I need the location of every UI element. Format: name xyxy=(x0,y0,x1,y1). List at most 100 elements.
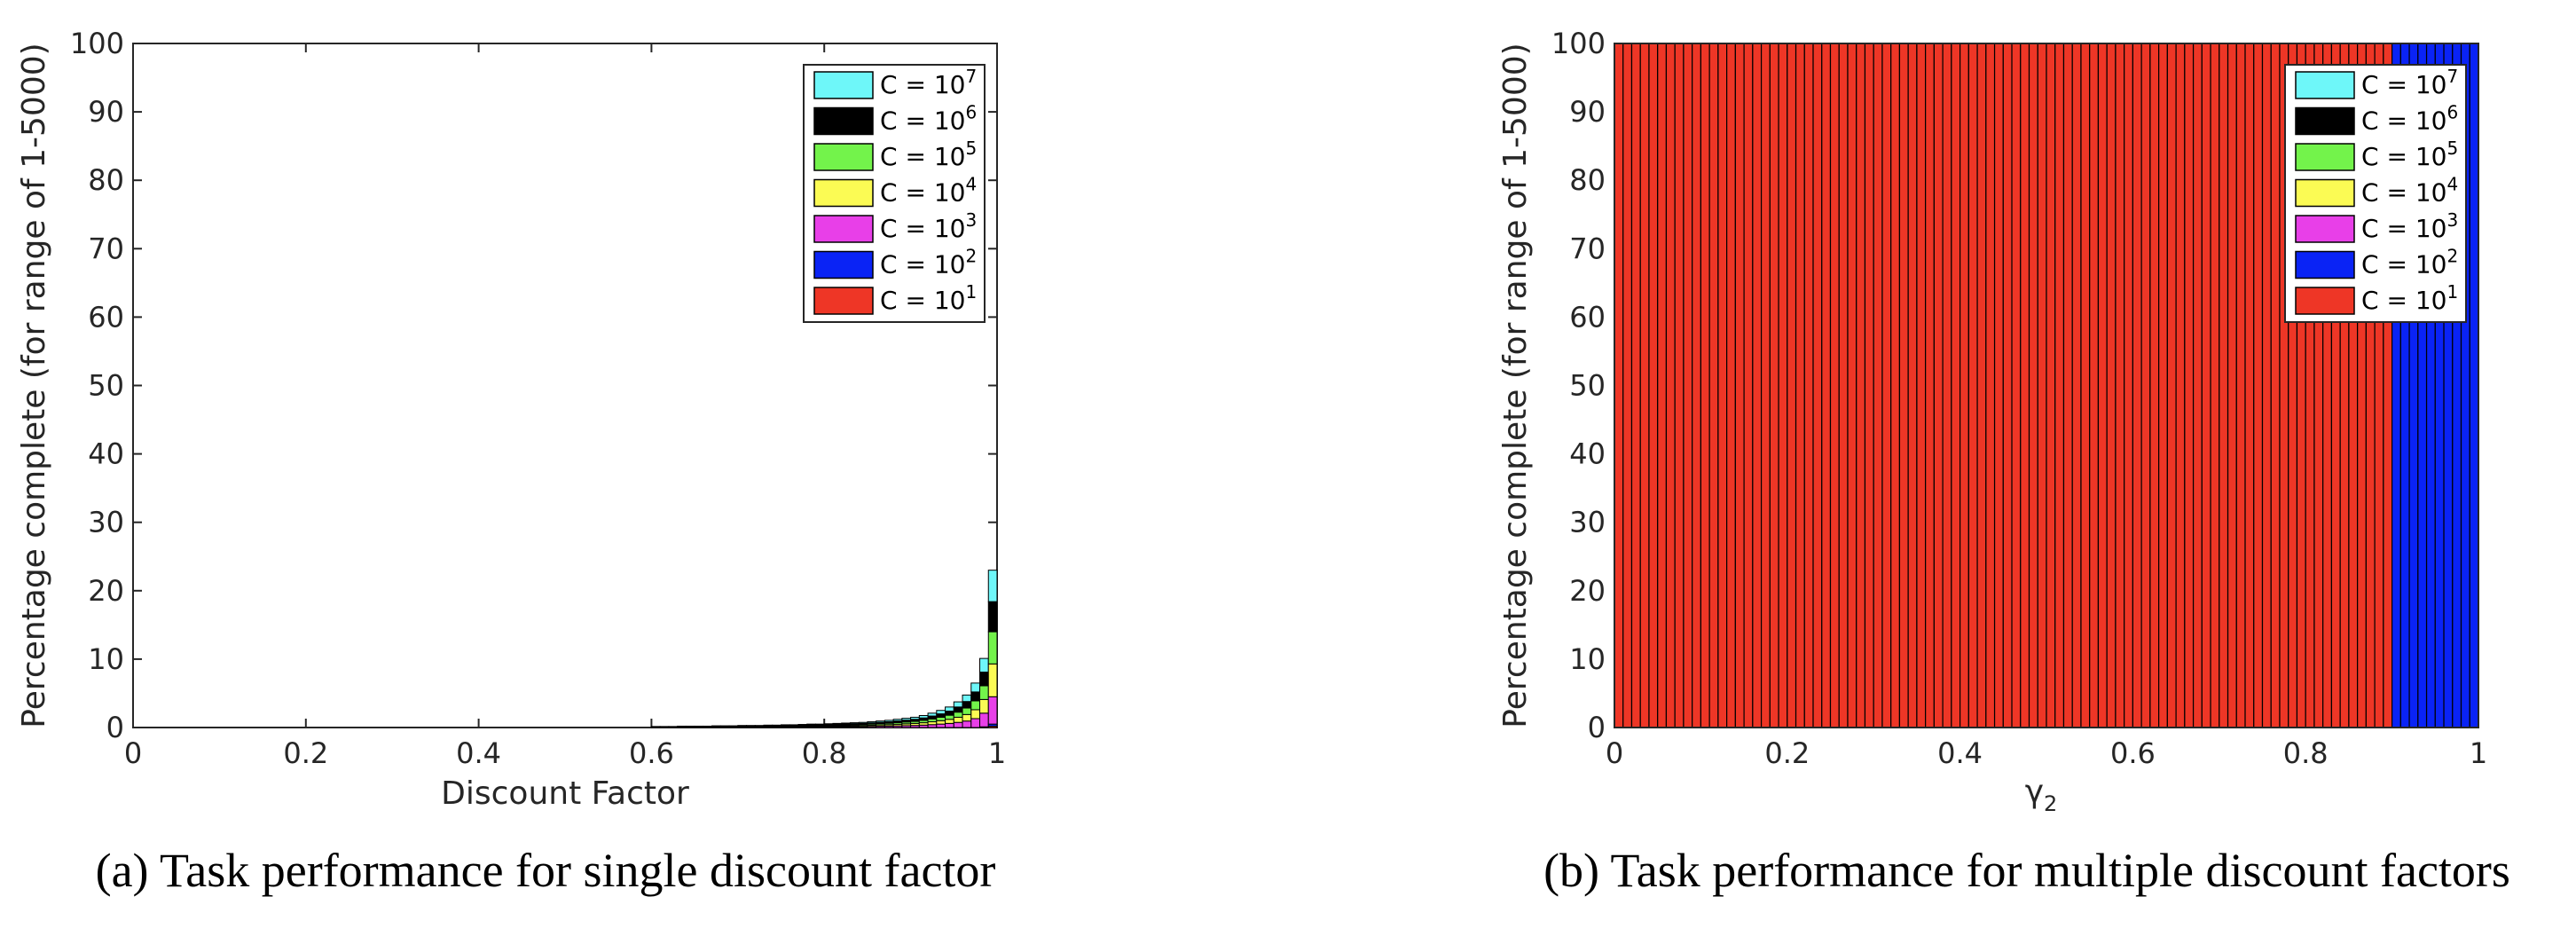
bar xyxy=(1639,43,1650,728)
bar xyxy=(2071,43,2082,728)
bar-segment xyxy=(970,700,981,711)
legend-swatch xyxy=(813,215,874,243)
legend-swatch xyxy=(2295,71,2355,99)
y-axis-label: Percentage complete (for range of 1-5000… xyxy=(16,43,52,728)
y-tick-label: 100 xyxy=(1551,27,1606,60)
x-tick-label: 0.4 xyxy=(1937,736,1983,770)
bar-segment xyxy=(953,701,963,708)
bar xyxy=(2106,43,2117,728)
bar-segment xyxy=(858,721,868,724)
x-tick-label: 0.2 xyxy=(1764,736,1810,770)
bar xyxy=(1683,43,1693,728)
bar-segment xyxy=(806,723,816,726)
bar-segment xyxy=(953,706,963,713)
bar-segment xyxy=(979,685,989,700)
bar xyxy=(2028,43,2038,728)
x-axis-label: Discount Factor xyxy=(441,775,689,812)
legend-swatch xyxy=(2295,143,2355,171)
bar-segment xyxy=(962,707,972,715)
bar-segment xyxy=(797,724,808,726)
bar xyxy=(1778,43,1788,728)
x-tick-label: 0.4 xyxy=(456,736,501,770)
bar xyxy=(1821,43,1832,728)
bar xyxy=(2192,43,2203,728)
bar xyxy=(2046,43,2056,728)
legend-exponent: 2 xyxy=(965,246,977,267)
bar-segment xyxy=(849,722,860,725)
x-tick-label: 0.8 xyxy=(802,736,847,770)
bar xyxy=(2097,43,2108,728)
y-tick-label: 30 xyxy=(88,506,124,539)
x-tick-label: 1 xyxy=(2470,736,2487,770)
bar-segment xyxy=(936,710,946,715)
x-tick-label: 0.2 xyxy=(283,736,328,770)
bar-segment xyxy=(945,719,954,724)
bar xyxy=(2089,43,2100,728)
bar-segment xyxy=(987,663,998,697)
bar-segment xyxy=(876,720,885,723)
legend-entry-label: C = 105 xyxy=(880,138,977,171)
y-tick-label: 70 xyxy=(88,232,124,265)
legend-exponent: 1 xyxy=(965,281,977,303)
bar xyxy=(2166,43,2177,728)
bar xyxy=(1864,43,1874,728)
bar-segment xyxy=(936,720,946,725)
bar-segment xyxy=(927,712,938,717)
legend-entry-label: C = 107 xyxy=(880,66,977,99)
bar xyxy=(1951,43,1961,728)
bar-segment xyxy=(781,724,790,727)
bar xyxy=(2210,43,2220,728)
x-tick-label: 0 xyxy=(1606,736,1623,770)
legend-entry-label: C = 103 xyxy=(2361,209,2458,243)
bar xyxy=(1847,43,1857,728)
legend-entry-label: C = 104 xyxy=(2361,174,2458,208)
bar xyxy=(2244,43,2255,728)
bar-segment xyxy=(970,709,981,720)
bar-segment xyxy=(979,698,989,714)
bar xyxy=(1829,43,1840,728)
bar xyxy=(2002,43,2013,728)
y-tick-label: 10 xyxy=(88,642,124,676)
bar xyxy=(1985,43,1996,728)
bar-segment xyxy=(970,682,981,693)
caption-a: (a) Task performance for single discount… xyxy=(95,844,996,897)
bar xyxy=(1993,43,2004,728)
y-tick-label: 0 xyxy=(106,711,124,744)
y-tick-label: 90 xyxy=(88,95,124,129)
bar-segment xyxy=(962,713,972,722)
legend-entry-label: C = 103 xyxy=(880,209,977,243)
bar xyxy=(2124,43,2133,728)
bar-segment xyxy=(841,722,851,725)
bar-segment xyxy=(814,723,825,726)
bar xyxy=(1856,43,1866,728)
bar xyxy=(1812,43,1823,728)
legend-swatch xyxy=(2295,106,2355,136)
bar xyxy=(2158,43,2168,728)
legend-entry-label: C = 106 xyxy=(2361,102,2458,136)
x-tick-label: 0.6 xyxy=(2110,736,2156,770)
bar-segment xyxy=(979,657,989,673)
bar xyxy=(2184,43,2195,728)
bar xyxy=(1657,43,1668,728)
bar xyxy=(1717,43,1728,728)
bar xyxy=(2054,43,2065,728)
legend-swatch xyxy=(813,143,874,171)
legend-exponent: 3 xyxy=(965,209,977,231)
legend-entry-label: C = 107 xyxy=(2361,66,2458,99)
bar-segment xyxy=(945,714,954,720)
legend-swatch xyxy=(813,106,874,136)
bar xyxy=(2175,43,2186,728)
chart-multiple-discount-factors: 0 10 20 30 40 50 60 70 80 90 100 0 0.2 0.4 0.6 0.8 1 Perc… xyxy=(1497,27,2487,816)
bar xyxy=(1873,43,1883,728)
bar xyxy=(2469,43,2479,728)
y-axis-label: Percentage complete (for range of 1-5000… xyxy=(1497,43,1534,728)
legend-entry-label: C = 101 xyxy=(880,281,977,315)
bar-segment xyxy=(987,570,998,602)
legend-entry-label: C = 106 xyxy=(880,102,977,136)
bar-segment xyxy=(953,712,963,718)
bar-segment xyxy=(884,720,894,723)
y-tick-label: 60 xyxy=(1569,300,1606,334)
legend-swatch xyxy=(2295,215,2355,243)
